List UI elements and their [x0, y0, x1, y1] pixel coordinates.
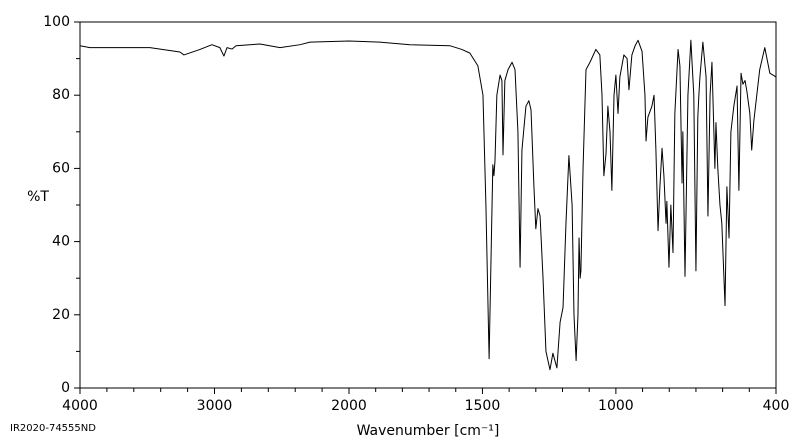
spectrum-line — [79, 39, 777, 371]
y-tick-label: 100 — [43, 14, 70, 30]
y-tick-label: 40 — [52, 234, 70, 250]
y-tick-label: 20 — [52, 307, 70, 323]
x-tick-label: 1000 — [598, 398, 634, 414]
plot-frame — [79, 21, 777, 389]
footnote: IR2020-74555ND — [10, 423, 96, 434]
x-axis-label: Wavenumber [cm⁻¹] — [357, 423, 500, 439]
x-tick-label: 4000 — [62, 398, 98, 414]
x-tick-label: 400 — [763, 398, 790, 414]
y-tick-label: 60 — [52, 160, 70, 176]
x-tick-label: 2000 — [331, 398, 367, 414]
y-tick-label: 80 — [52, 87, 70, 103]
y-axis-label: %T — [27, 189, 49, 205]
y-tick-label: 0 — [61, 380, 70, 396]
x-tick-label: 1500 — [465, 398, 501, 414]
x-tick-label: 3000 — [197, 398, 233, 414]
